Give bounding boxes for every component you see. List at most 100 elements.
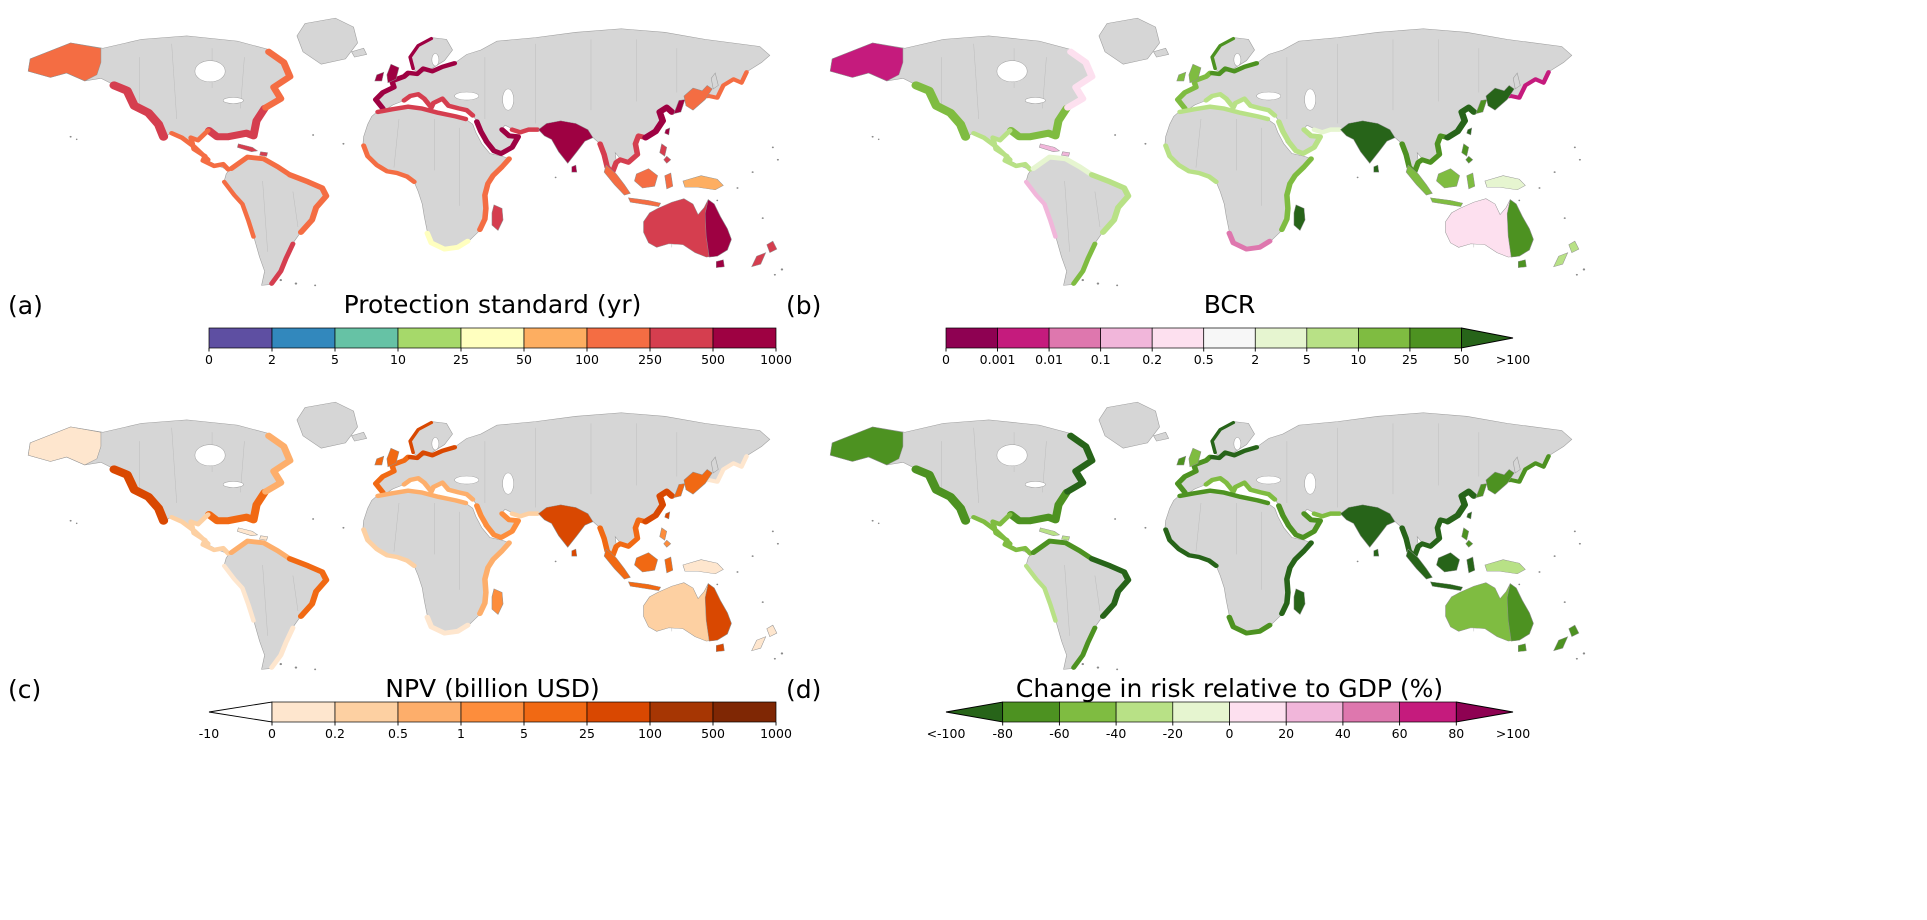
coast-region-sa_south	[269, 625, 296, 670]
region-india	[1373, 548, 1380, 557]
island-dot	[761, 217, 764, 220]
inland-sea	[502, 472, 514, 495]
island-dot	[1582, 268, 1586, 271]
region-indonesia	[603, 548, 631, 580]
island-dot	[1575, 657, 1578, 660]
colorbar-segment	[1306, 327, 1359, 349]
region-nz	[1553, 252, 1569, 268]
colorbar-tick-label: 20	[1278, 726, 1294, 741]
region-korea	[673, 483, 686, 499]
coast-region-europe_north	[1210, 36, 1236, 71]
region-caribbean	[1061, 535, 1070, 541]
colorbar-panel-b: 0 0.001 0.01 0.1 0.2 0.5 2 5 10 25 50 >100	[942, 327, 1530, 367]
inland-sea	[194, 60, 226, 83]
region-caribbean	[237, 527, 259, 536]
coast-region-mexico	[971, 128, 1033, 172]
region-indonesia	[1436, 168, 1460, 189]
colorbar-tick-label: 25	[1402, 352, 1418, 367]
region-korea	[1475, 99, 1488, 115]
region-nz	[766, 624, 778, 637]
island-dot	[279, 279, 282, 282]
region-philippines	[1461, 527, 1470, 541]
colorbar-panel-d: <-100 -80 -60 -40 -20 0 20 40 60 80 >100	[927, 701, 1530, 741]
island-dot	[871, 135, 874, 138]
region-alaska	[829, 42, 904, 82]
region-caribbean	[259, 535, 268, 541]
coast-region-mexico	[971, 512, 1033, 556]
island-dot	[1553, 171, 1556, 174]
coast-region-us_gulf_east	[1007, 488, 1071, 525]
coast-region-europe_north	[407, 445, 458, 461]
world-map-panel-b	[829, 17, 1586, 287]
region-uk	[1188, 447, 1202, 468]
colorbar-tick-label: 10	[390, 352, 406, 367]
coast-region-seasia	[597, 517, 649, 560]
coast-region-sa_north	[228, 154, 293, 178]
colorbar-tick-label: -80	[992, 726, 1012, 741]
land-greenland	[1098, 17, 1160, 65]
inland-sea	[1304, 472, 1316, 495]
coast-region-north_africa	[375, 104, 469, 122]
panel-label-a: (a)	[8, 291, 43, 320]
region-philippines	[1461, 143, 1470, 157]
island-dot	[314, 668, 317, 671]
colorbar-tick-label: -20	[1163, 726, 1183, 741]
region-india	[1373, 164, 1380, 173]
island-dot	[1116, 284, 1119, 287]
coast-region-brazil_east	[286, 556, 330, 619]
colorbar-title-c: NPV (billion USD)	[385, 674, 600, 703]
coast-region-north_africa	[375, 488, 469, 506]
region-india	[571, 548, 578, 557]
coast-region-sa_north	[228, 538, 293, 562]
region-philippines	[1465, 155, 1474, 164]
island-dot	[877, 522, 880, 525]
island-dot	[279, 663, 282, 666]
region-caribbean	[1039, 527, 1061, 536]
coast-region-iran_pak	[509, 511, 540, 519]
island-dot	[871, 519, 874, 522]
coast-region-europe_west	[1174, 454, 1213, 495]
world-map-panel-c	[27, 401, 784, 671]
region-indonesia	[634, 552, 658, 573]
region-japan	[683, 469, 713, 495]
admin-border-line	[1094, 191, 1101, 228]
region-japan	[1485, 85, 1515, 111]
inland-sea	[1024, 481, 1046, 488]
inland-sea	[996, 444, 1028, 467]
island-dot	[554, 176, 557, 179]
region-australia_east	[716, 643, 725, 652]
coast-region-sa_south	[1071, 625, 1098, 670]
coast-region-europe_west	[1174, 70, 1213, 111]
colorbar-tick-label: 0	[268, 726, 276, 741]
region-china_coast	[664, 127, 671, 136]
island-dot	[1563, 217, 1566, 220]
region-philippines	[659, 527, 668, 541]
colorbar-tick-label: 0	[205, 352, 213, 367]
inland-sea	[194, 444, 226, 467]
colorbar-segment	[271, 327, 336, 349]
colorbar-tick-label: 25	[453, 352, 469, 367]
region-europe_west	[1176, 71, 1187, 82]
inland-sea	[996, 60, 1028, 83]
island-dot	[294, 282, 298, 285]
region-uk	[386, 63, 400, 84]
colorbar-tick-label: 0.2	[1142, 352, 1162, 367]
island-dot	[1563, 601, 1566, 604]
admin-border-line	[393, 503, 400, 552]
region-alaska	[829, 426, 904, 466]
island-dot	[780, 652, 784, 655]
coast-region-russia_far_east	[690, 70, 749, 100]
coast-region-brazil_east	[286, 172, 330, 235]
coast-region-us_west	[109, 465, 169, 525]
region-new_guinea	[682, 559, 724, 575]
coast-region-europe_north	[1209, 445, 1260, 461]
island-dot	[312, 518, 315, 520]
island-dot	[1553, 555, 1556, 558]
world-map-panel-d	[829, 401, 1586, 671]
region-japan	[1485, 469, 1515, 495]
region-caribbean	[237, 143, 259, 152]
island-dot	[736, 571, 739, 573]
colorbar-tick-label: 50	[1454, 352, 1470, 367]
admin-border-line	[171, 43, 177, 120]
inland-sea	[454, 91, 480, 101]
